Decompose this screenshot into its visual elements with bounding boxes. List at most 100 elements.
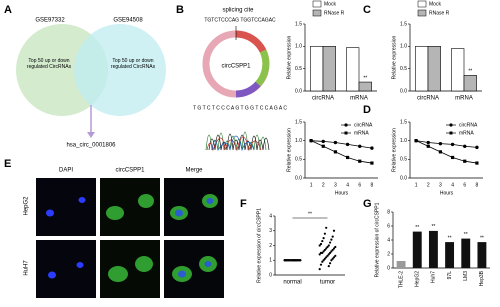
significance: ** bbox=[480, 235, 484, 241]
x-tick-label: 8 bbox=[371, 182, 374, 188]
legend-marker bbox=[449, 131, 453, 135]
marker bbox=[414, 139, 418, 143]
legend-swatch bbox=[417, 9, 427, 17]
venn-result: hsa_circ_0001806 bbox=[66, 143, 116, 149]
column-label: DAPI bbox=[59, 168, 73, 174]
dot bbox=[318, 253, 321, 256]
dot bbox=[294, 259, 297, 262]
marker bbox=[358, 159, 362, 163]
venn-text: Top 50 up or down regulated CircRNAs bbox=[26, 58, 72, 70]
dot bbox=[321, 239, 324, 243]
y-axis-label: Relative expression bbox=[391, 128, 397, 172]
y-axis-label: Relative expression of circCSPP1 bbox=[256, 208, 262, 283]
bar bbox=[463, 75, 477, 92]
marker bbox=[475, 161, 479, 165]
dot bbox=[334, 245, 337, 249]
y-axis-label: Relative expression bbox=[286, 35, 292, 79]
significance: ** bbox=[464, 232, 468, 238]
legend-swatch bbox=[417, 0, 427, 8]
dot bbox=[318, 244, 321, 247]
line bbox=[415, 140, 477, 164]
dot bbox=[319, 263, 323, 266]
dot bbox=[322, 259, 325, 262]
ring-segment bbox=[255, 49, 270, 87]
bar bbox=[346, 47, 360, 92]
dot bbox=[330, 259, 333, 262]
legend-swatch bbox=[312, 9, 322, 17]
marker bbox=[309, 139, 313, 143]
dot bbox=[334, 254, 337, 257]
legend-marker bbox=[344, 131, 348, 135]
y-tick-label: 0 bbox=[269, 272, 272, 278]
y-tick-label: 3 bbox=[269, 228, 272, 234]
sequence: TGTCTCCCAG TGGTCCAGAC bbox=[204, 17, 276, 23]
row-label: HepG2 bbox=[24, 196, 30, 216]
y-tick-label: 4 bbox=[269, 213, 272, 219]
x-tick-label: circRNA bbox=[417, 96, 439, 102]
marker bbox=[463, 144, 467, 148]
dot bbox=[332, 247, 336, 250]
legend-label: RNase R bbox=[324, 10, 345, 16]
dot bbox=[319, 242, 323, 246]
marker bbox=[438, 150, 443, 154]
column-label: Merge bbox=[185, 168, 203, 174]
marker bbox=[450, 155, 455, 160]
venn-title: GSE97332 bbox=[35, 18, 65, 24]
dot bbox=[322, 237, 325, 240]
x-axis-label: Hours bbox=[440, 190, 454, 196]
marker bbox=[345, 142, 350, 147]
marker bbox=[370, 161, 374, 165]
significance: ** bbox=[308, 211, 312, 217]
bar bbox=[477, 242, 487, 268]
significance: ** bbox=[468, 69, 472, 75]
dot bbox=[325, 226, 328, 229]
x-tick-label: 3 bbox=[439, 182, 442, 188]
legend-label: Mock bbox=[324, 1, 336, 7]
bar bbox=[412, 231, 422, 268]
trace-bases: T G T C T C C C A G T G G T C C A G A C bbox=[193, 105, 287, 111]
x-tick-label: mRNA bbox=[350, 96, 368, 102]
nucleus bbox=[204, 261, 212, 267]
line bbox=[310, 140, 372, 164]
marker bbox=[345, 155, 350, 160]
y-tick-label: 0.0 bbox=[400, 175, 407, 181]
legend-swatch bbox=[312, 0, 322, 8]
splicing-title: splicing cite bbox=[222, 8, 254, 14]
y-tick-label: 1.5 bbox=[295, 21, 302, 27]
bar bbox=[415, 46, 429, 92]
y-tick-label: 0.5 bbox=[295, 157, 302, 163]
dot bbox=[331, 248, 334, 252]
y-tick-label: 1.0 bbox=[295, 44, 302, 50]
x-tick-label: 4 bbox=[346, 182, 349, 188]
chromatogram bbox=[208, 133, 270, 151]
x-tick-label: HepG2 bbox=[415, 271, 421, 287]
dot bbox=[325, 247, 328, 250]
dot bbox=[329, 241, 332, 244]
y-tick-label: 0 bbox=[387, 265, 390, 271]
dot bbox=[326, 254, 329, 257]
legend-label: circRNA bbox=[354, 122, 373, 128]
bar bbox=[461, 238, 471, 268]
panel-label: F bbox=[240, 198, 247, 210]
nucleus bbox=[76, 262, 84, 268]
x-axis-label: Hours bbox=[335, 190, 349, 196]
dot bbox=[323, 257, 326, 260]
y-tick-label: 0.0 bbox=[400, 88, 407, 94]
ring-segment bbox=[235, 81, 261, 98]
y-axis-label: Relative expression bbox=[286, 128, 292, 172]
cell bbox=[138, 194, 154, 208]
y-tick-label: 1 bbox=[269, 258, 272, 264]
x-tick-label: 6 bbox=[463, 182, 466, 188]
marker bbox=[438, 141, 443, 146]
y-tick-label: 1.0 bbox=[400, 138, 407, 144]
axis bbox=[274, 216, 345, 276]
significance: ** bbox=[431, 224, 435, 230]
nucleus bbox=[46, 209, 54, 217]
y-tick-label: 1.5 bbox=[400, 21, 407, 27]
x-tick-label: THLE-2 bbox=[398, 271, 404, 288]
venn-title: GSE94508 bbox=[113, 18, 143, 24]
x-tick-label: Huh7 bbox=[431, 271, 437, 283]
micrograph bbox=[36, 178, 96, 236]
x-tick-label: tumor bbox=[320, 280, 335, 286]
